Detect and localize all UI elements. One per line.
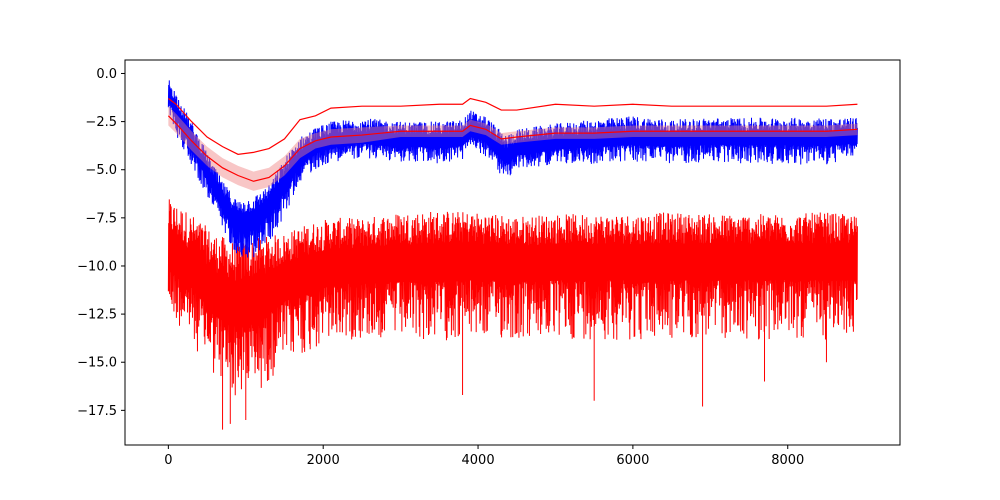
series-noisy-middle-trace [167, 80, 858, 258]
noisy-lower-trace-line [167, 199, 858, 430]
x-tick-label: 6000 [616, 453, 649, 468]
y-tick-label: 0.0 [96, 67, 117, 82]
y-tick-label: −15.0 [77, 356, 117, 371]
y-tick-label: −7.5 [85, 211, 117, 226]
y-axis: 0.0 −2.5 −5.0 −7.5 −10.0 −12.5 −15.0 −17.5 [77, 67, 125, 419]
y-tick-label: −12.5 [77, 308, 117, 323]
x-tick-label: 4000 [462, 453, 495, 468]
upper-envelope-line [168, 97, 858, 155]
y-tick-label: −17.5 [77, 404, 117, 419]
y-tick-label: −2.5 [85, 115, 117, 130]
noisy-middle-trace-line [167, 80, 858, 258]
y-tick-label: −10.0 [77, 259, 117, 274]
mean-confidence-band [168, 106, 858, 191]
plot-frame [124, 59, 901, 446]
x-axis: 0 2000 4000 6000 8000 [164, 445, 804, 468]
mean-line [167, 115, 858, 182]
series-upper-envelope [168, 97, 858, 155]
y-tick-label: −5.0 [85, 163, 117, 178]
series-noisy-lower-trace [167, 199, 858, 430]
x-tick-label: 0 [164, 453, 172, 468]
series-mean-line [167, 106, 858, 191]
x-tick-label: 8000 [771, 453, 804, 468]
x-tick-label: 2000 [307, 453, 340, 468]
series-layer [167, 80, 858, 430]
